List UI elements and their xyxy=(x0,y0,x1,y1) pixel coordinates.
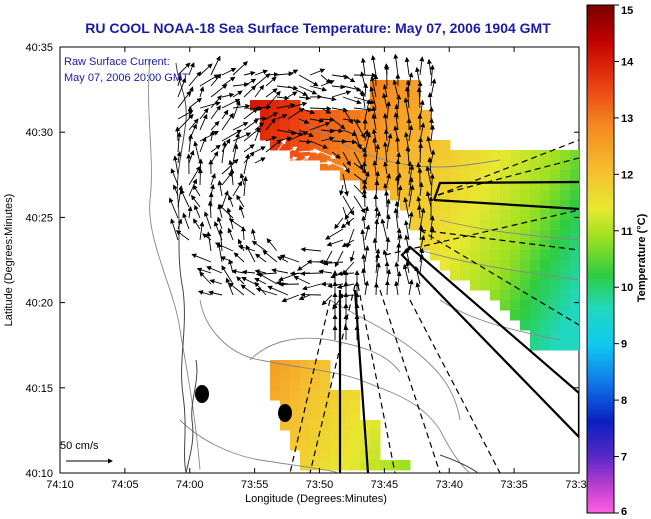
colorbar-tick-label: 6 xyxy=(621,506,627,518)
surface-current-vectors xyxy=(168,53,437,340)
colorbar-tick-label: 12 xyxy=(621,169,633,181)
x-tick-label: 74:10 xyxy=(46,479,74,491)
x-tick-label: 73:35 xyxy=(500,479,528,491)
colorbar-tick-label: 10 xyxy=(621,282,633,294)
x-axis-label: Longitude (Degrees:Minutes) xyxy=(245,493,387,505)
current-info-line1: Raw Surface Current: xyxy=(64,56,170,68)
colorbar-tick-label: 15 xyxy=(621,5,633,17)
y-tick-label: 40:35 xyxy=(25,42,53,54)
y-axis-ticks: 40:35 40:30 40:25 40:20 40:15 40:10 xyxy=(25,42,579,480)
station-marker xyxy=(278,404,292,422)
colorbar-tick-label: 7 xyxy=(621,452,627,464)
dashed-transect-lines xyxy=(289,139,579,473)
colorbar xyxy=(586,4,615,514)
current-info-line2: May 07, 2006 20:00 GMT xyxy=(64,72,189,84)
coastline xyxy=(175,62,479,473)
y-axis-label: Latitude (Degrees:Minutes) xyxy=(3,194,15,327)
colorbar-tick-label: 11 xyxy=(621,226,633,238)
y-tick-label: 40:30 xyxy=(25,127,53,139)
colorbar-tick-label: 8 xyxy=(621,395,627,407)
y-tick-label: 40:15 xyxy=(25,383,53,395)
station-marker xyxy=(195,385,209,403)
x-tick-label: 73:30 xyxy=(565,479,593,491)
colorbar-tick-label: 9 xyxy=(621,339,627,351)
scale-label: 50 cm/s xyxy=(60,440,99,452)
x-axis-ticks: 74:10 74:05 74:00 73:55 73:50 73:45 73:40 73:35… xyxy=(46,47,593,491)
x-tick-label: 74:05 xyxy=(111,479,139,491)
x-tick-label: 74:00 xyxy=(176,479,204,491)
colorbar-ticks: 15 14 13 12 11 10 9 8 7 6 xyxy=(614,4,634,518)
x-tick-label: 73:55 xyxy=(241,479,269,491)
x-tick-label: 73:45 xyxy=(371,479,399,491)
map-title: RU COOL NOAA-18 Sea Surface Temperature:… xyxy=(85,20,551,36)
x-tick-label: 73:40 xyxy=(435,479,463,491)
colorbar-tick-label: 13 xyxy=(621,113,633,125)
colorbar-tick-label: 14 xyxy=(621,56,634,68)
y-tick-label: 40:20 xyxy=(25,298,53,310)
x-tick-label: 73:50 xyxy=(306,479,334,491)
colorbar-label: Temperature (°C) xyxy=(636,213,648,302)
y-tick-label: 40:10 xyxy=(25,468,53,480)
y-tick-label: 40:25 xyxy=(25,212,53,224)
